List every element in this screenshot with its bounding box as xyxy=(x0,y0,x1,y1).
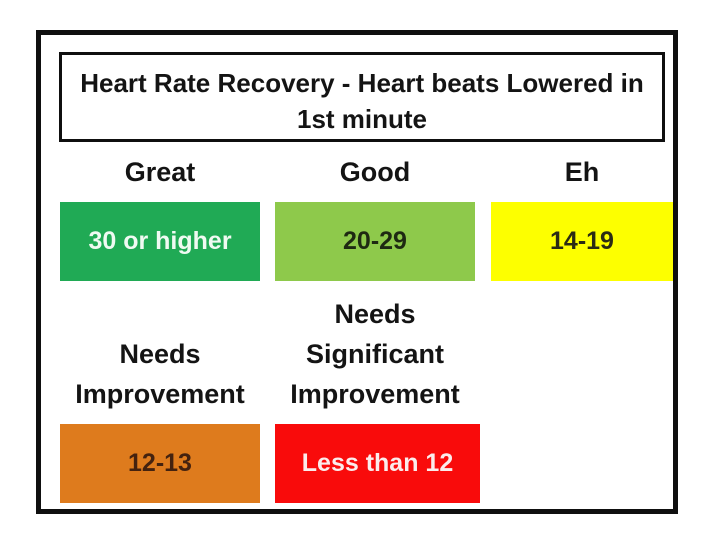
chart-title-line1: Heart Rate Recovery - Heart beats Lowere… xyxy=(80,68,644,98)
category-label-great: Great xyxy=(124,157,196,187)
category-label-needs-significant-improvement: Needs Significant Improvement xyxy=(290,299,460,409)
chart-title-line2: 1st minute xyxy=(296,104,428,134)
chart-title-box: Heart Rate Recovery - Heart beats Lowere… xyxy=(59,52,665,142)
category-label-needs-improvement: Needs Improvement xyxy=(75,339,245,409)
range-cell-needs-improvement: 12-13 xyxy=(60,424,260,503)
range-cell-great: 30 or higher xyxy=(60,202,260,281)
range-cell-eh: 14-19 xyxy=(491,202,673,281)
category-label-good: Good xyxy=(339,157,411,187)
category-label-eh: Eh xyxy=(564,157,600,187)
outer-frame: Heart Rate Recovery - Heart beats Lowere… xyxy=(36,30,678,514)
range-cell-needs-significant-improvement: Less than 12 xyxy=(275,424,480,503)
range-cell-good: 20-29 xyxy=(275,202,475,281)
